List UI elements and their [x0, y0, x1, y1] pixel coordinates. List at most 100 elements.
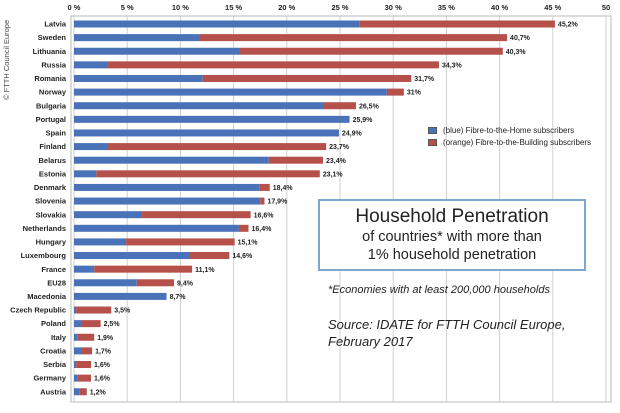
value-label: 9,4%	[177, 280, 194, 287]
bar-fttb	[81, 347, 93, 355]
bar-ftth	[74, 115, 350, 123]
bar-ftth	[74, 61, 109, 69]
bar-ftth	[74, 306, 77, 314]
bar-fttb	[76, 306, 112, 314]
category-label: Czech Republic	[10, 306, 66, 315]
bar-ftth	[74, 34, 200, 42]
legend-item-fttb: (orange) Fibre-to-the-Building subscribe…	[428, 136, 591, 148]
value-label: 24,9%	[342, 131, 363, 138]
legend: (blue) Fibre-to-the-Home subscribers (or…	[428, 124, 591, 148]
bar-fttb	[239, 47, 503, 55]
category-labels: Latvia Sweden Lithuania Russia Romania Norway…	[10, 20, 67, 397]
bar-fttb	[136, 279, 175, 287]
annotation-title: Household Penetration	[355, 206, 549, 227]
bar-ftth	[74, 320, 82, 328]
bar-ftth	[74, 279, 137, 287]
bars	[74, 20, 555, 396]
x-tick-label: 20 %	[278, 3, 295, 12]
value-label: 1,6%	[94, 376, 111, 383]
legend-swatch-orange	[428, 138, 437, 146]
category-label: Germany	[33, 374, 66, 383]
category-label: Russia	[41, 60, 66, 69]
value-label: 1,2%	[90, 389, 107, 396]
x-tick-label: 45 %	[544, 3, 561, 12]
x-tick-label: 50	[602, 3, 610, 12]
bar-ftth	[74, 388, 80, 396]
bar-fttb	[76, 361, 92, 368]
value-label: 23,7%	[329, 144, 350, 151]
category-label: Denmark	[34, 183, 67, 192]
category-label: Estonia	[39, 169, 67, 178]
bar-ftth	[74, 183, 260, 191]
category-label: Netherlands	[23, 224, 66, 233]
category-label: Macedonia	[27, 292, 67, 301]
category-label: Hungary	[36, 238, 67, 247]
category-label: Norway	[39, 88, 67, 97]
value-label: 31%	[407, 90, 422, 97]
bar-fttb	[268, 156, 323, 164]
value-label: 40,7%	[510, 35, 531, 42]
value-label: 11,1%	[195, 267, 215, 274]
bar-fttb	[77, 374, 92, 382]
value-label: 2,5%	[104, 321, 121, 328]
bar-ftth	[74, 197, 261, 205]
category-label: Lithuania	[33, 47, 67, 56]
bar-ftth	[74, 143, 109, 151]
category-label: Finland	[39, 142, 66, 151]
bar-fttb	[108, 61, 439, 69]
value-label: 23,4%	[326, 158, 347, 165]
bar-ftth	[74, 224, 239, 232]
value-label: 8,7%	[170, 294, 187, 301]
footnote: *Economies with at least 200,000 househo…	[328, 284, 550, 296]
category-label: Croatia	[40, 346, 67, 355]
category-label: Slovenia	[35, 197, 67, 206]
category-label: Serbia	[43, 360, 67, 369]
bar-fttb	[77, 333, 95, 341]
bar-ftth	[74, 292, 167, 300]
value-label: 23,1%	[323, 171, 344, 178]
bar-fttb	[359, 20, 555, 28]
source-note: Source: IDATE for FTTH Council Europe, F…	[328, 316, 565, 350]
value-label: 3,5%	[114, 308, 131, 315]
bar-ftth	[74, 252, 190, 260]
bar-ftth	[74, 88, 387, 96]
bar-ftth	[74, 129, 339, 137]
annotation-box: Household Penetration of countries* with…	[318, 199, 586, 271]
value-label: 1,6%	[94, 362, 111, 369]
bar-ftth	[74, 265, 95, 273]
bar-fttb	[189, 252, 230, 260]
x-tick-labels: 0 % 5 % 10 % 15 % 20 % 25 % 30 % 35 % 40 % 45 % 50	[68, 3, 611, 12]
category-label: Portugal	[36, 115, 66, 124]
x-tick-label: 5 %	[121, 3, 134, 12]
bar-ftth	[74, 347, 82, 355]
x-tick-label: 35 %	[438, 3, 455, 12]
value-label: 14,6%	[232, 253, 253, 260]
bar-fttb	[386, 88, 404, 96]
annotation-line-2: 1% household penetration	[367, 247, 537, 263]
category-label: Luxembourg	[21, 251, 67, 260]
value-label: 25,9%	[353, 117, 374, 124]
bar-ftth	[74, 20, 360, 28]
value-label: 16,6%	[254, 212, 275, 219]
bar-fttb	[238, 224, 249, 232]
legend-swatch-blue	[428, 126, 437, 134]
value-labels: 45,2% 40,7% 40,3% 34,3% 31,7% 31% 26,5% 25,9% 24…	[90, 22, 579, 397]
value-label: 1,7%	[95, 348, 112, 355]
bar-ftth	[74, 361, 77, 368]
value-label: 18,4%	[273, 185, 294, 192]
category-label: France	[41, 265, 66, 274]
bar-fttb	[126, 238, 235, 246]
bar-ftth	[74, 156, 269, 164]
copyright-note: © FTTH Council Europe	[2, 8, 14, 208]
x-tick-label: 40 %	[491, 3, 508, 12]
x-tick-label: 15 %	[225, 3, 242, 12]
value-label: 40,3%	[506, 49, 527, 56]
bar-fttb	[259, 183, 270, 191]
category-label: EU28	[47, 278, 66, 287]
category-label: Belarus	[38, 156, 66, 165]
x-tick-label: 25 %	[331, 3, 348, 12]
bar-ftth	[74, 238, 127, 246]
category-label: Bulgaria	[36, 101, 67, 110]
bar-fttb	[142, 211, 251, 219]
value-label: 45,2%	[558, 22, 579, 29]
